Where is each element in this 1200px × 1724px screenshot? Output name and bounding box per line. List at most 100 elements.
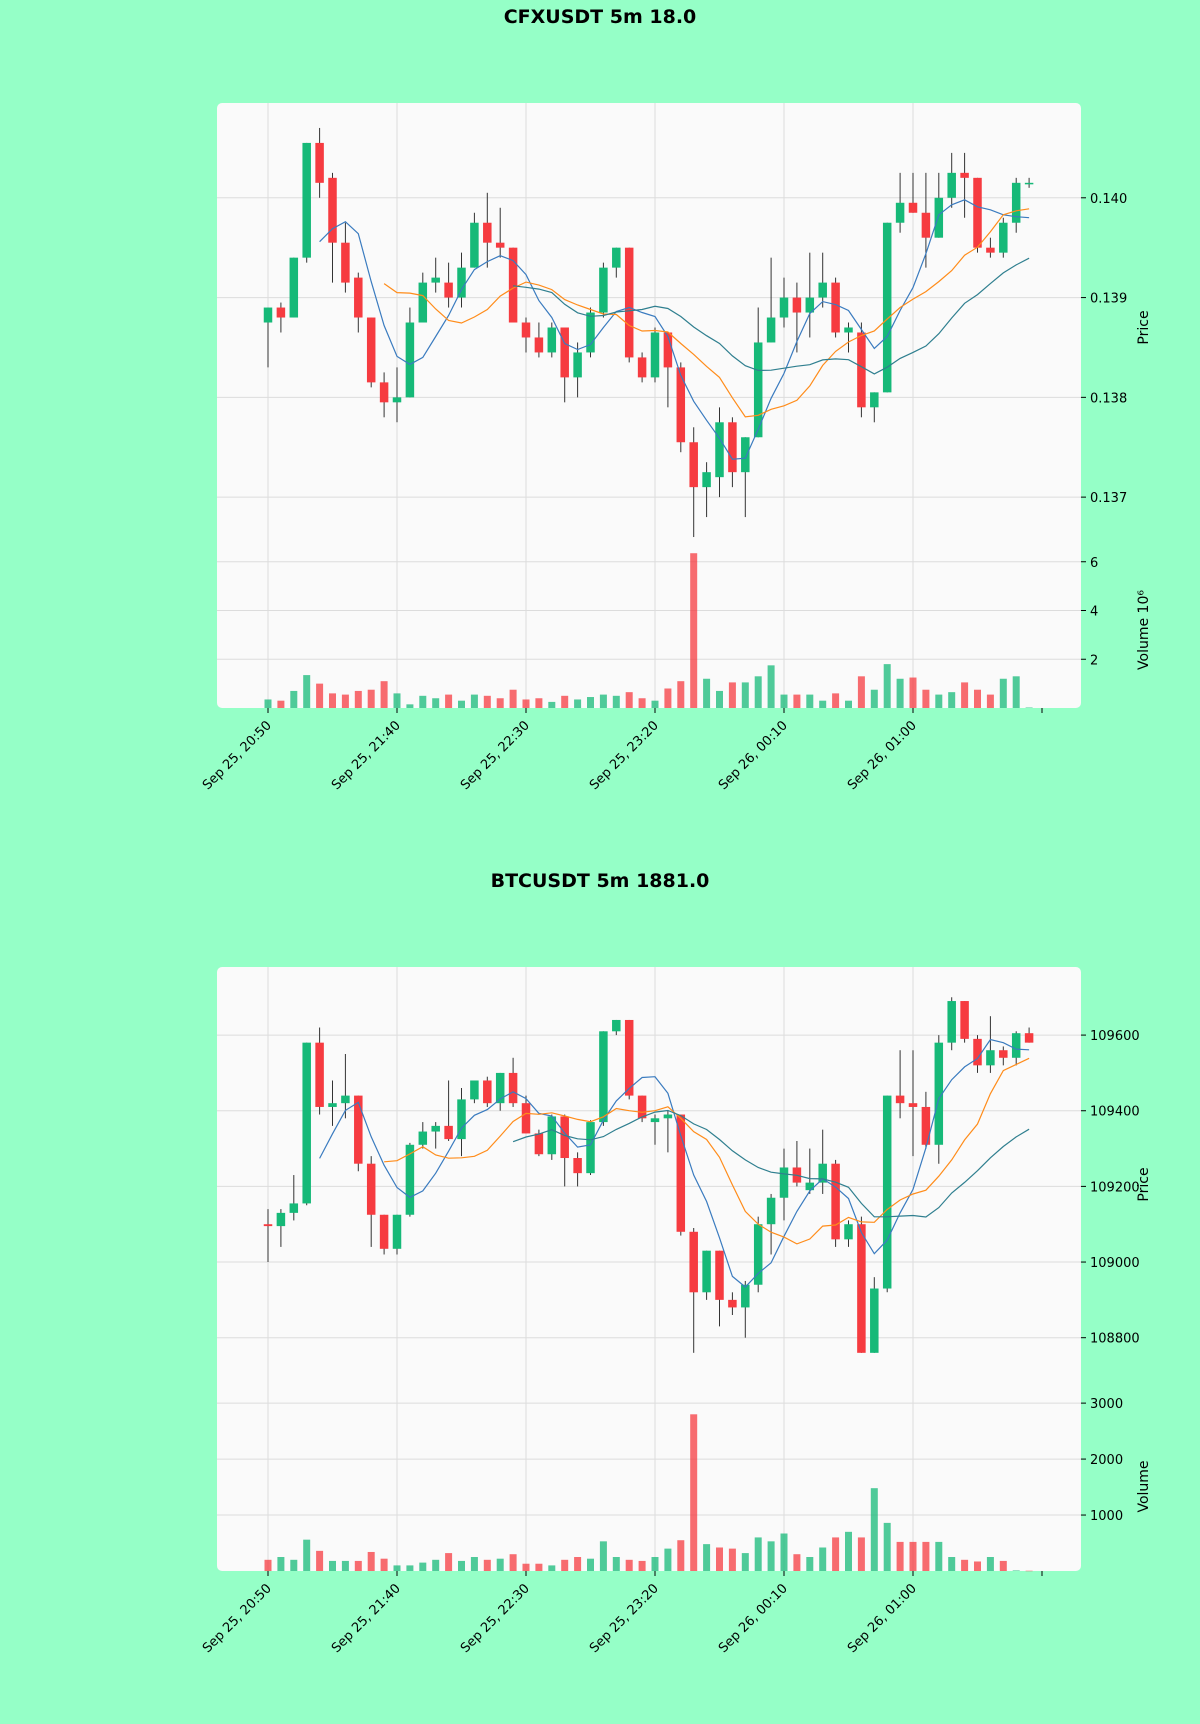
candle-body xyxy=(818,282,827,298)
candle-body xyxy=(857,1224,866,1353)
volume-bar xyxy=(445,694,453,708)
volume-bar xyxy=(935,694,943,708)
candle-body xyxy=(728,422,737,473)
volume-bar xyxy=(728,682,736,708)
volume-bar xyxy=(883,1522,891,1571)
volume-bar xyxy=(458,700,465,708)
price-axis-label: Price xyxy=(1136,1167,1152,1201)
candle-body xyxy=(624,1019,634,1096)
volume-bar xyxy=(677,681,685,708)
candle-body xyxy=(882,222,892,393)
volume-bar xyxy=(832,693,840,708)
candle-body xyxy=(728,1299,737,1308)
volume-bar xyxy=(754,1537,762,1571)
candle-body xyxy=(882,1095,892,1289)
volume-bar xyxy=(741,1553,749,1571)
candles xyxy=(263,127,1034,538)
volume-bar xyxy=(1012,676,1020,708)
volume-bar xyxy=(599,694,607,708)
candle-body xyxy=(715,1250,724,1300)
candle-body xyxy=(844,1224,853,1240)
x-tick-label: Sep 25, 21:40 xyxy=(329,718,404,793)
candle-body xyxy=(805,1182,815,1191)
ma-long-line xyxy=(512,1109,1030,1218)
volume-bar xyxy=(612,695,620,708)
volume-bar xyxy=(458,1560,465,1571)
volume-tick-label: 6 xyxy=(1090,556,1098,571)
candle-body xyxy=(999,222,1008,253)
volume-bar xyxy=(264,1559,272,1571)
candle-body xyxy=(973,177,982,248)
candle-body xyxy=(354,1095,363,1164)
volume-bar xyxy=(393,1565,401,1571)
candle-body xyxy=(547,327,557,353)
volume-bar xyxy=(819,1547,827,1571)
candle-body xyxy=(689,442,698,488)
plot-panel xyxy=(217,967,1081,1571)
volume-bar xyxy=(587,1558,594,1571)
candle-body xyxy=(573,352,582,378)
x-tick-label: Sep 25, 20:50 xyxy=(200,718,275,793)
volume-bar xyxy=(754,676,762,708)
chart-0: CFXUSDT 5m 18.0 Sep 25, 20:50 Sep 25, 21:4… xyxy=(200,6,1152,793)
volume-bar xyxy=(806,694,814,708)
volume-bar xyxy=(509,1554,517,1571)
candle-body xyxy=(315,142,324,183)
volume-bar xyxy=(651,1557,659,1571)
candle-body xyxy=(753,342,763,438)
candle-body xyxy=(741,1284,750,1308)
candle-body xyxy=(934,197,944,238)
volume-bar xyxy=(496,698,504,708)
candle-body xyxy=(934,1042,944,1145)
volume-bar xyxy=(406,704,414,708)
volume-bar xyxy=(999,1560,1007,1571)
candle-body xyxy=(921,212,931,238)
candle-body xyxy=(908,1103,918,1107)
volume-bar xyxy=(845,1531,852,1571)
candle-body xyxy=(366,317,376,383)
volume-bar xyxy=(638,698,646,708)
price-tick-label: 109400 xyxy=(1090,1105,1140,1120)
chart-title: BTCUSDT 5m 1881.0 xyxy=(491,870,710,892)
candle-body xyxy=(986,247,995,253)
candle-body xyxy=(1011,182,1021,223)
candle-body xyxy=(534,1133,544,1155)
volume-bar xyxy=(277,700,285,708)
volume-bar xyxy=(638,1560,646,1571)
candle-body xyxy=(560,327,569,378)
candle-body xyxy=(818,1163,827,1183)
candle-body xyxy=(1024,182,1034,185)
volume-bar xyxy=(780,1533,788,1571)
volume-tick-label: 3000 xyxy=(1090,1397,1123,1412)
candle-body xyxy=(986,1050,995,1066)
candle-body xyxy=(315,1042,324,1107)
volume-bar xyxy=(535,698,543,708)
volume-bar xyxy=(1012,1570,1020,1571)
volume-bar xyxy=(677,1540,685,1571)
ma-short-line xyxy=(319,199,1030,460)
candle-body xyxy=(908,202,918,213)
candle-body xyxy=(895,1095,905,1104)
volume-tick-label: 1000 xyxy=(1090,1509,1123,1524)
volume-bar xyxy=(664,688,672,708)
candle-body xyxy=(689,1231,698,1293)
volume-bar xyxy=(780,694,788,708)
volume-bar xyxy=(1025,707,1033,709)
candle-body xyxy=(289,257,299,318)
candle-body xyxy=(960,1001,969,1039)
candle-body xyxy=(418,1131,428,1145)
candle-body xyxy=(676,367,686,443)
volume-bar xyxy=(367,689,375,708)
volume-bar xyxy=(793,694,801,708)
volume-bar xyxy=(948,692,956,708)
candle-body xyxy=(870,392,879,408)
volume-bar xyxy=(419,695,427,708)
volume-bar xyxy=(316,683,324,708)
candle-body xyxy=(637,357,647,378)
volume-bar xyxy=(948,1557,956,1571)
volume-bar xyxy=(703,1544,711,1571)
x-tick-label: Sep 26, 00:10 xyxy=(716,718,791,793)
volume-bar xyxy=(329,693,336,708)
candle-body xyxy=(753,1224,763,1285)
